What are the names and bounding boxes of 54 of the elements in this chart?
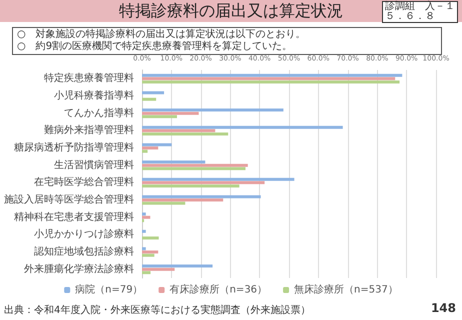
bar [142, 126, 343, 129]
bar [142, 129, 216, 132]
bar [142, 164, 248, 167]
y-tick-label: 在宅時医学総合管理料 [34, 176, 134, 188]
y-tick-label: 特定疾患療養管理料 [44, 72, 134, 84]
bar [142, 77, 396, 80]
bar [142, 112, 199, 115]
bar [142, 198, 224, 202]
bar [142, 132, 228, 136]
bar [142, 150, 148, 153]
text: 148 [430, 301, 456, 315]
bar [142, 264, 213, 268]
bar [142, 271, 151, 274]
y-tick-label: 糖尿病透析予防指導管理料 [14, 142, 134, 154]
chart-title: 特掲診療料の届出又は算定状況 [119, 1, 343, 20]
y-tick-label: 小児科療養指導料 [54, 90, 134, 102]
bar [142, 115, 177, 118]
text: ５．６．８ [385, 11, 436, 22]
legend-label: 無床診療所（n=537） [294, 284, 398, 296]
bar [142, 98, 156, 101]
bar [142, 247, 146, 250]
bar [142, 74, 402, 77]
y-tick-label: 小児かかりつけ診療料 [34, 228, 134, 240]
y-tick-label: 生活習慣病管理料 [54, 158, 134, 171]
y-tick-label: 認知症地域包括診療料 [34, 246, 134, 258]
bar [142, 167, 246, 170]
bar [142, 216, 150, 219]
bar [142, 181, 265, 184]
bar [142, 195, 261, 198]
bar [142, 236, 159, 240]
y-tick-label: てんかん指導料 [64, 106, 134, 119]
bar [142, 108, 284, 112]
y-tick-label: 外来腫瘍化学療法診療料 [24, 262, 134, 275]
bar [142, 91, 164, 94]
bar [142, 250, 158, 254]
source-note: 出典：令和4年度入院・外来医療等における実態調査（外来施設票） [4, 304, 310, 317]
bar [142, 202, 186, 205]
y-tick-label: 施設入居時等医学総合管理料 [4, 194, 134, 206]
bar [142, 143, 172, 146]
bar [142, 80, 400, 84]
y-tick-label: 精神科在宅患者支援管理料 [14, 210, 134, 223]
bar [142, 212, 146, 216]
bar [142, 268, 175, 271]
bar [142, 178, 294, 181]
text: ○ 対象施設の特掲診療料の届出又は算定状況は以下のとおり。 [17, 29, 307, 40]
bar [142, 230, 146, 233]
y-tick-label: 難病外来指導管理料 [44, 124, 134, 136]
bar [142, 146, 158, 150]
bar [142, 160, 206, 164]
legend-label: 病院（n=79） [75, 284, 143, 296]
legend-label: 有床診療所（n=36） [170, 284, 268, 296]
bar [142, 184, 240, 188]
text: ○ 約9割の医療機関で特定疾患療養管理料を算定していた。 [17, 41, 294, 53]
bar [142, 254, 154, 257]
